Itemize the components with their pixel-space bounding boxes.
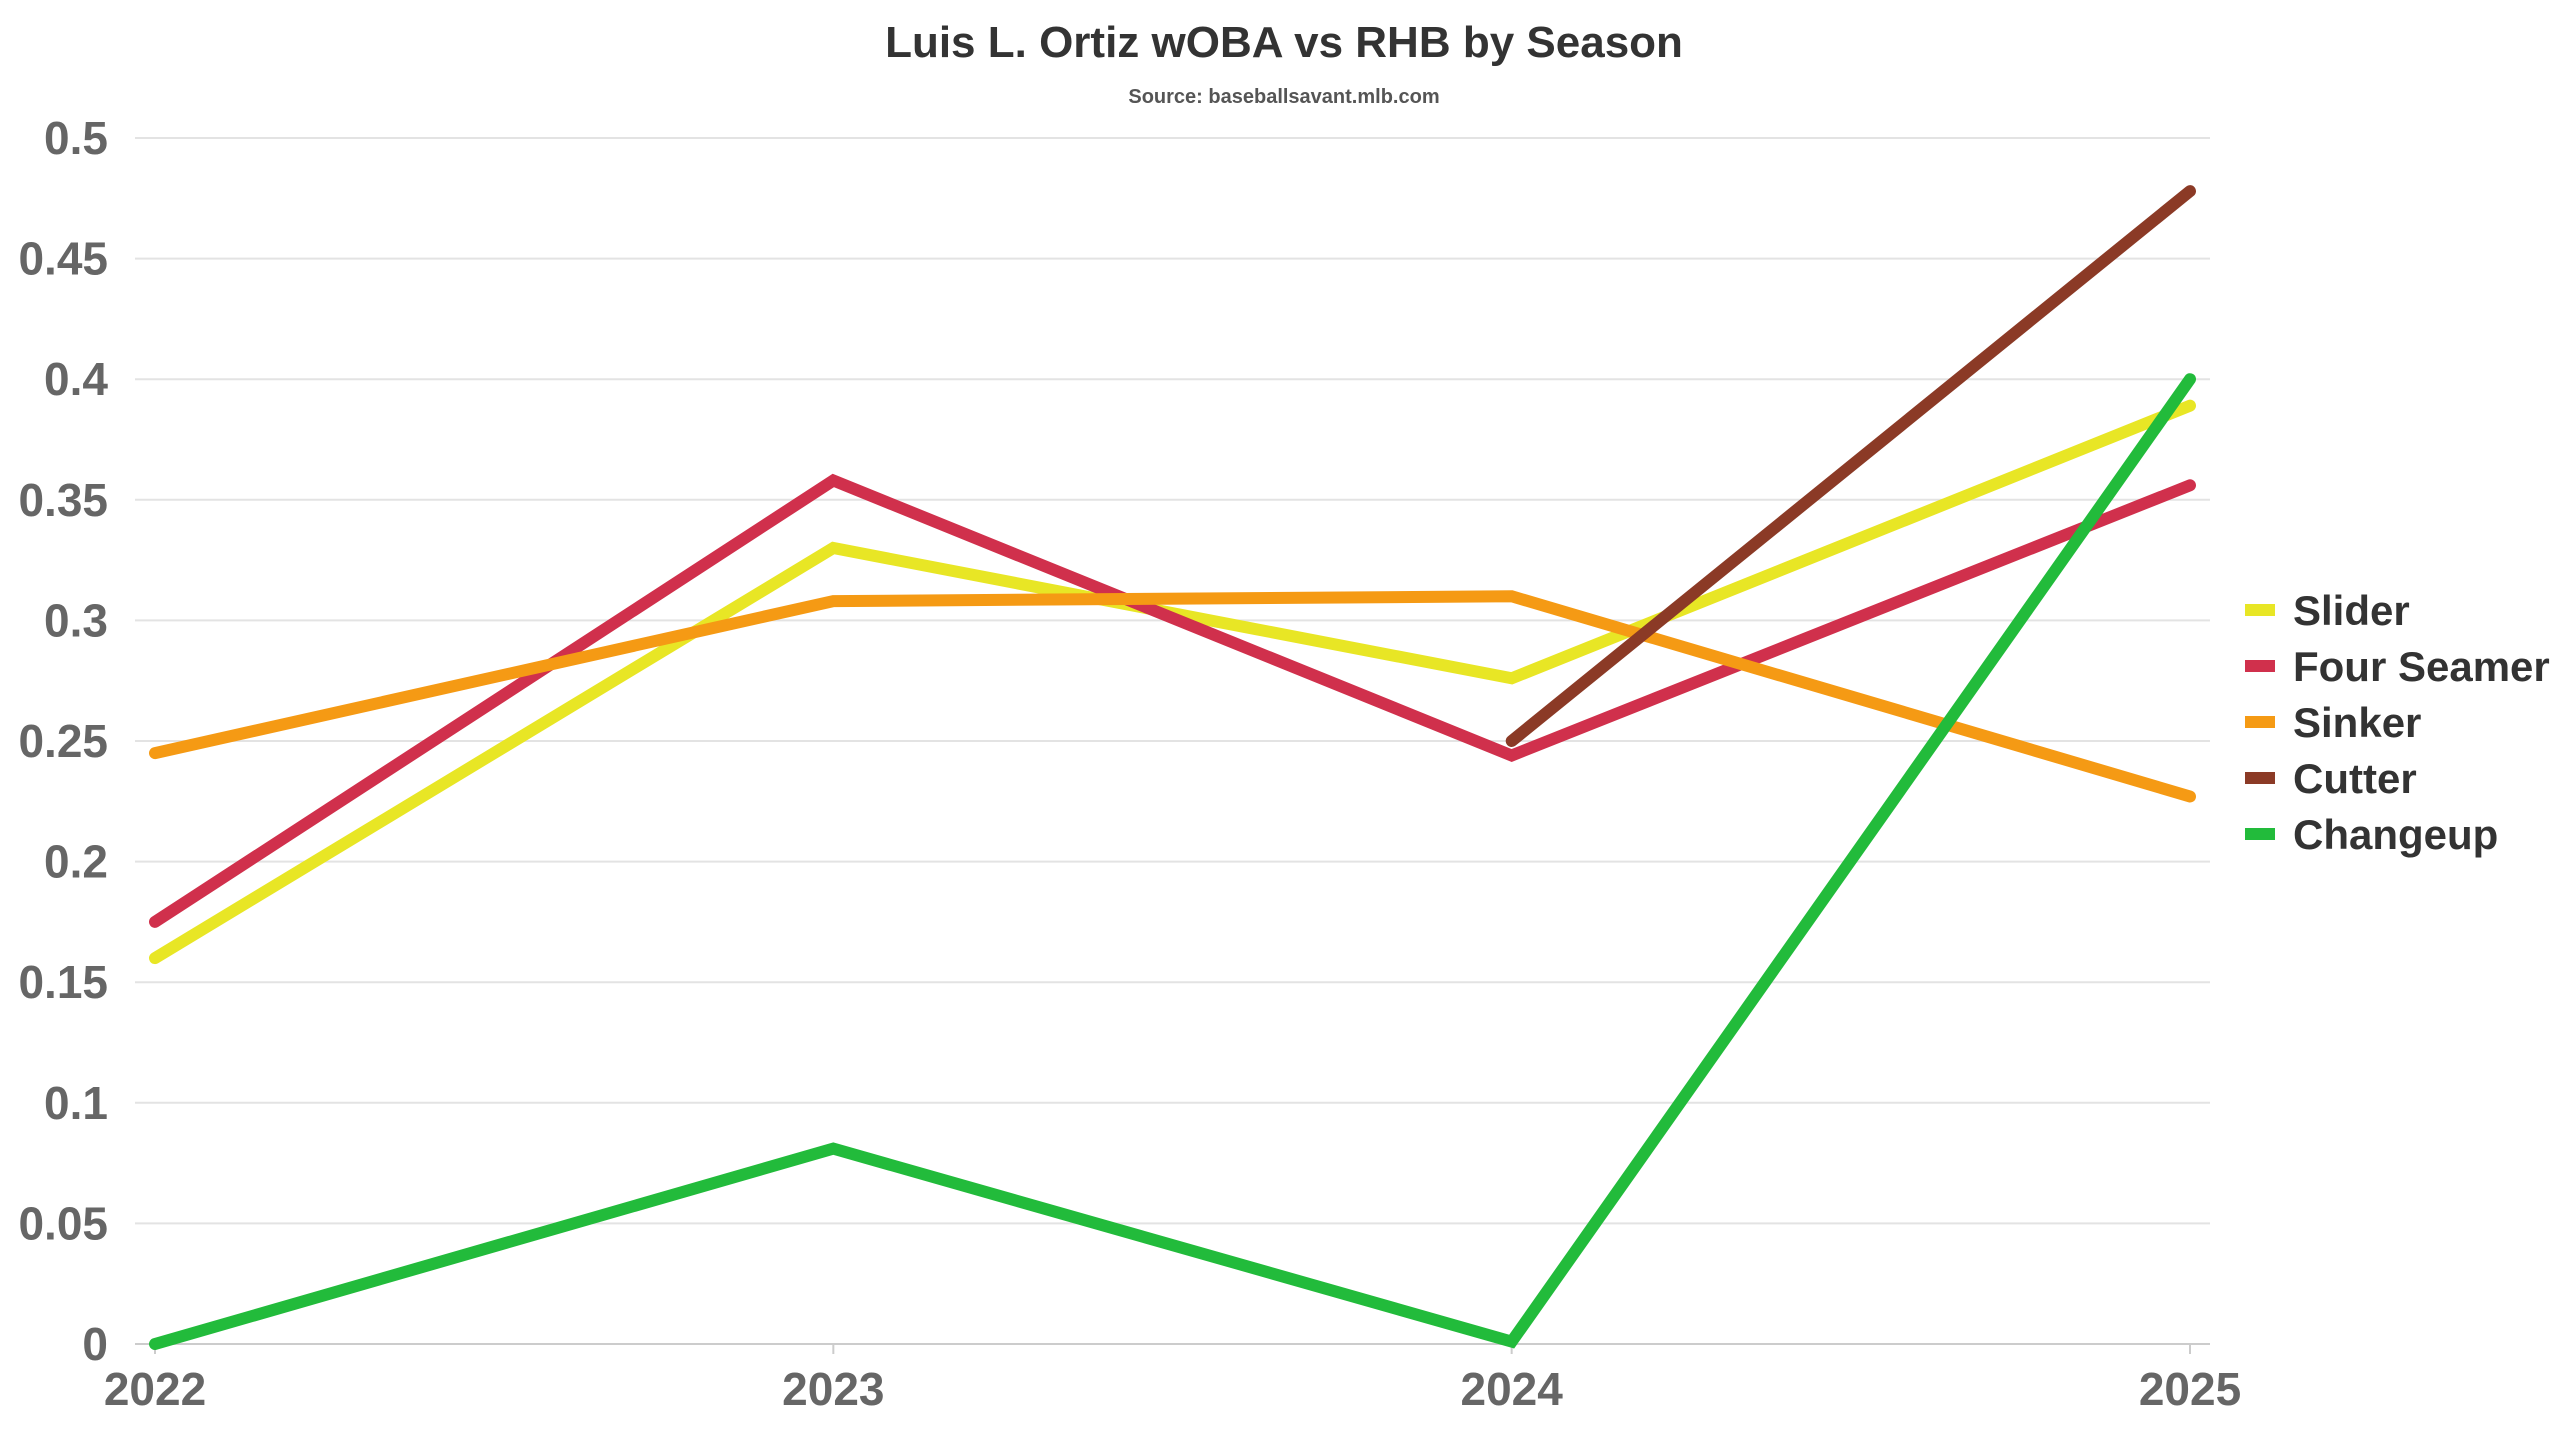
legend[interactable]: Slider Four Seamer Sinker Cutter Changeup (2245, 587, 2550, 858)
series-line-changeup[interactable] (149, 373, 2196, 1350)
y-tick-label: 0.1 (44, 1077, 108, 1129)
legend-label: Slider (2293, 587, 2410, 634)
series-line-sinker[interactable] (149, 590, 2196, 803)
y-tick-label: 0.45 (18, 233, 108, 285)
x-tick-label: 2023 (782, 1363, 884, 1415)
y-tick-label: 0.5 (44, 112, 108, 164)
series-line-four-seamer[interactable] (149, 473, 2196, 928)
x-tick-label: 2025 (2139, 1363, 2241, 1415)
y-tick-label: 0.35 (18, 474, 108, 526)
legend-item-changeup[interactable]: Changeup (2245, 811, 2498, 858)
y-tick-label: 0.05 (18, 1197, 108, 1249)
legend-item-four-seamer[interactable]: Four Seamer (2245, 643, 2550, 690)
legend-item-slider[interactable]: Slider (2245, 587, 2410, 634)
legend-item-cutter[interactable]: Cutter (2245, 755, 2417, 802)
legend-label: Cutter (2293, 755, 2417, 802)
y-tick-label: 0.2 (44, 836, 108, 888)
grid (135, 137, 2210, 1225)
series-line-cutter[interactable] (1505, 185, 2196, 747)
x-tick-label: 2024 (1460, 1363, 1563, 1415)
chart-title: Luis L. Ortiz wOBA vs RHB by Season (885, 18, 1683, 67)
y-tick-label: 0 (82, 1318, 108, 1370)
legend-label: Sinker (2293, 699, 2421, 746)
legend-label: Changeup (2293, 811, 2498, 858)
axes: 0 0.05 0.1 0.15 0.2 0.25 0.3 0.35 0.4 0.45 0.5 2022… (18, 112, 2241, 1415)
series-group (149, 185, 2196, 1350)
y-tick-label: 0.15 (18, 956, 108, 1008)
y-tick-label: 0.25 (18, 715, 108, 767)
legend-label: Four Seamer (2293, 643, 2550, 690)
chart-subtitle: Source: baseballsavant.mlb.com (1128, 86, 1439, 108)
x-tick-label: 2022 (104, 1363, 206, 1415)
y-tick-label: 0.3 (44, 594, 108, 646)
legend-item-sinker[interactable]: Sinker (2245, 699, 2421, 746)
y-tick-label: 0.4 (44, 353, 108, 405)
